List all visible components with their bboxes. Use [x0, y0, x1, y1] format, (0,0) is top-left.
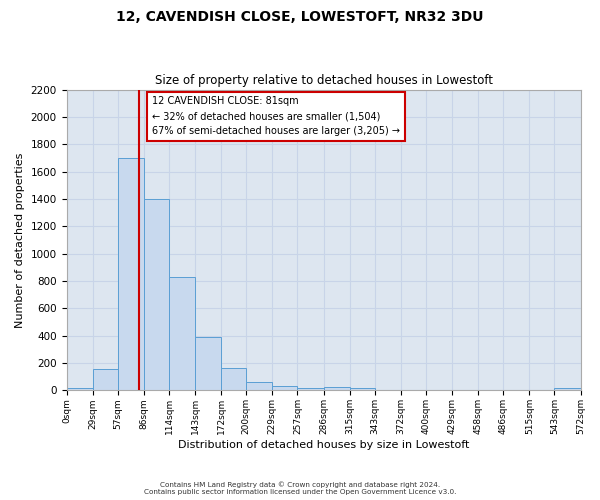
Bar: [323, 387, 350, 390]
Bar: [272, 386, 298, 390]
Bar: [169, 277, 195, 390]
X-axis label: Distribution of detached houses by size in Lowestoft: Distribution of detached houses by size …: [178, 440, 469, 450]
Text: Contains HM Land Registry data © Crown copyright and database right 2024.
Contai: Contains HM Land Registry data © Crown c…: [144, 482, 456, 495]
Bar: [195, 337, 221, 390]
Bar: [221, 368, 246, 390]
Bar: [350, 388, 375, 390]
Bar: [67, 388, 92, 390]
Bar: [92, 369, 118, 390]
Bar: [144, 199, 169, 390]
Y-axis label: Number of detached properties: Number of detached properties: [15, 152, 25, 328]
Bar: [298, 388, 323, 390]
Bar: [118, 158, 144, 390]
Title: Size of property relative to detached houses in Lowestoft: Size of property relative to detached ho…: [155, 74, 493, 87]
Text: 12 CAVENDISH CLOSE: 81sqm
← 32% of detached houses are smaller (1,504)
67% of se: 12 CAVENDISH CLOSE: 81sqm ← 32% of detac…: [152, 96, 400, 136]
Text: 12, CAVENDISH CLOSE, LOWESTOFT, NR32 3DU: 12, CAVENDISH CLOSE, LOWESTOFT, NR32 3DU: [116, 10, 484, 24]
Bar: [554, 388, 581, 390]
Bar: [246, 382, 272, 390]
